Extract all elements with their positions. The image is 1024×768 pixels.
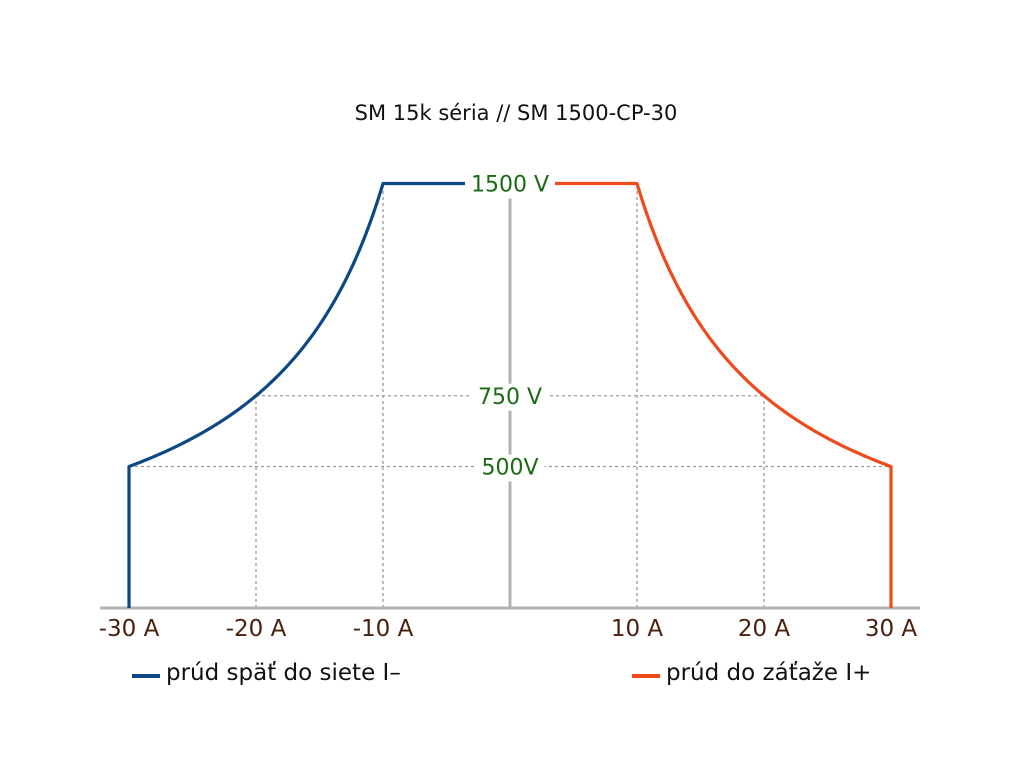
x-tick-labels: -30 A -20 A -10 A 10 A 20 A 30 A xyxy=(99,616,918,642)
voltage-label-0: 1500 V xyxy=(471,173,549,198)
series-line-1 xyxy=(513,181,893,608)
x-tick-label-4: 20 A xyxy=(738,616,791,642)
series-line-0 xyxy=(127,181,507,608)
voltage-label-bg-1 xyxy=(471,383,549,411)
x-tick-label-2: -10 A xyxy=(353,616,414,642)
voltage-label-bg-2 xyxy=(475,454,545,482)
voltage-labels: 1500 V 750 V 500V xyxy=(464,171,556,482)
legend-label-load-current: prúd do záťaže I+ xyxy=(666,660,871,686)
x-tick-label-1: -20 A xyxy=(226,616,287,642)
chart-title: SM 15k séria // SM 1500-CP-30 xyxy=(355,101,678,125)
legend: prúd späť do siete I– prúd do záťaže I+ xyxy=(132,660,871,686)
voltage-label-bg-0 xyxy=(464,171,556,199)
x-tick-label-3: 10 A xyxy=(611,616,664,642)
x-tick-label-5: 30 A xyxy=(865,616,918,642)
voltage-label-1: 750 V xyxy=(478,385,542,410)
x-tick-label-0: -30 A xyxy=(99,616,160,642)
voltage-label-2: 500V xyxy=(481,456,538,481)
legend-label-return-current: prúd späť do siete I– xyxy=(166,660,401,686)
series-lines xyxy=(127,181,893,608)
